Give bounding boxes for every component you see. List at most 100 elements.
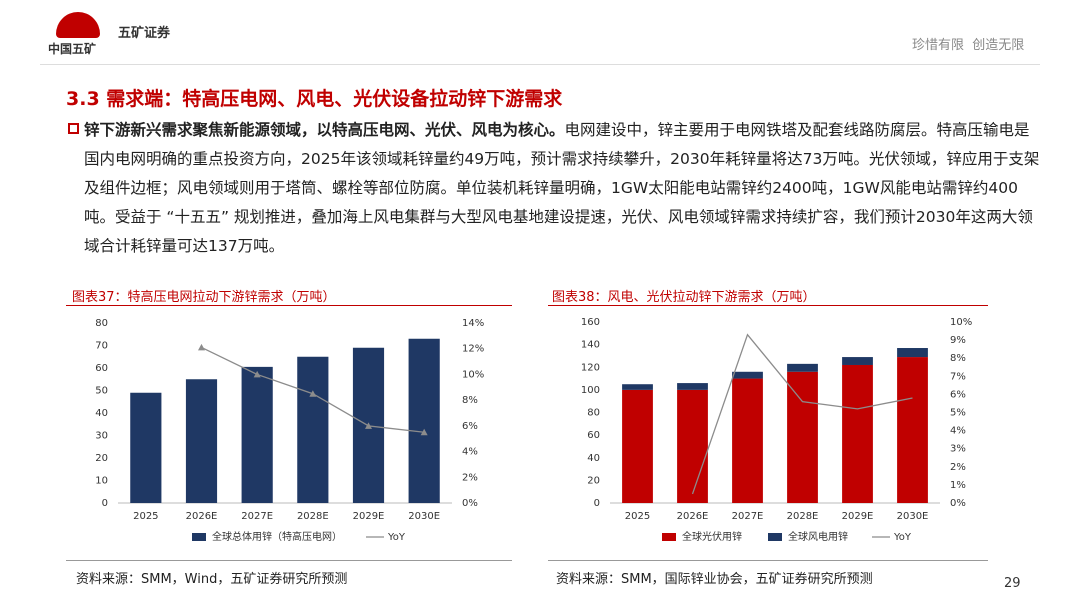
y2-tick-label: 9% — [950, 335, 966, 346]
x-tick-label: 2030E — [408, 511, 440, 522]
yoy-marker — [309, 390, 317, 397]
y2-tick-label: 1% — [950, 480, 966, 491]
legend-label: 全球光伏用锌 — [682, 530, 742, 543]
bar — [241, 366, 273, 503]
bar — [185, 379, 218, 503]
x-tick-label: 2028E — [787, 511, 819, 522]
y-tick-label: 0 — [594, 498, 600, 509]
source-rule — [66, 560, 512, 561]
source-rule — [548, 560, 988, 561]
x-tick-label: 2026E — [186, 511, 218, 522]
y2-tick-label: 4% — [950, 426, 966, 437]
x-tick-label: 2028E — [297, 511, 329, 522]
yoy-marker — [420, 428, 428, 436]
bar — [408, 338, 440, 503]
legend-swatch — [192, 533, 206, 541]
source: 资料来源：SMM，Wind，五矿证券研究所预测 — [76, 572, 348, 587]
x-tick-label: 2027E — [241, 511, 273, 522]
y2-tick-label: 3% — [950, 444, 966, 455]
y-tick-label: 160 — [581, 317, 600, 328]
y-tick-label: 100 — [581, 385, 600, 396]
chart-title: 图表37：特高压电网拉动下游锌需求（万吨） — [72, 290, 336, 305]
y-tick-label: 80 — [587, 408, 600, 419]
x-tick-label: 2026E — [677, 511, 709, 522]
brand: 五矿证券 — [118, 26, 171, 41]
y2-tick-label: 2% — [462, 472, 478, 483]
lead: 锌下游新兴需求聚焦新能源领域，以特高压电网、光伏、风电为核心。 — [84, 121, 565, 139]
bar — [677, 389, 708, 503]
bar — [787, 371, 818, 503]
y2-tick-label: 8% — [462, 395, 478, 406]
tagline: 珍惜有限 创造无限 — [912, 38, 1025, 53]
bar — [622, 384, 653, 390]
y2-tick-label: 10% — [950, 317, 972, 328]
y-tick-label: 50 — [95, 386, 108, 397]
y2-tick-label: 7% — [950, 371, 966, 382]
x-tick-label: 2029E — [353, 511, 385, 522]
bar — [897, 348, 928, 358]
yoy-marker — [198, 343, 205, 351]
chart-title: 图表38：风电、光伏拉动锌下游需求（万吨） — [552, 290, 816, 305]
x-tick-label: 2029E — [842, 511, 874, 522]
y-tick-label: 40 — [587, 453, 600, 464]
y-tick-label: 20 — [587, 475, 600, 486]
bar — [732, 378, 763, 503]
y2-tick-label: 8% — [950, 353, 966, 364]
y-tick-label: 30 — [95, 431, 108, 442]
bullet — [68, 123, 79, 134]
y-tick-label: 60 — [587, 430, 600, 441]
divider — [40, 64, 1040, 65]
yoy-marker — [253, 370, 261, 378]
y2-tick-label: 0% — [462, 498, 478, 509]
legend-label: 全球总体用锌（特高压电网） — [212, 530, 342, 543]
y2-tick-label: 4% — [462, 447, 478, 458]
x-tick-label: 2025 — [625, 511, 650, 522]
legend-label: YoY — [893, 532, 912, 543]
x-tick-label: 2030E — [897, 511, 929, 522]
legend-swatch — [768, 533, 782, 541]
legend-label: 全球风电用锌 — [788, 530, 848, 543]
bar — [842, 364, 873, 503]
y-tick-label: 70 — [95, 341, 108, 352]
bar — [677, 383, 708, 390]
source: 资料来源：SMM，国际锌业协会，五矿证券研究所预测 — [556, 572, 873, 587]
paragraph: 锌下游新兴需求聚焦新能源领域，以特高压电网、光伏、风电为核心。电网建设中，锌主要… — [84, 116, 1044, 261]
y2-tick-label: 6% — [462, 421, 478, 432]
section-title: 3.3 需求端：特高压电网、风电、光伏设备拉动锌下游需求 — [66, 88, 563, 110]
y-tick-label: 10 — [95, 476, 108, 487]
y2-tick-label: 6% — [950, 389, 966, 400]
y-tick-label: 0 — [102, 498, 108, 509]
title-rule — [66, 305, 512, 306]
y2-tick-label: 5% — [950, 408, 966, 419]
bar — [787, 363, 818, 372]
bar — [297, 356, 329, 503]
logo-text: 中国五矿 — [48, 42, 97, 56]
body: 电网建设中，锌主要用于电网铁塔及配套线路防腐层。特高压输电是国内电网明确的重点投… — [84, 121, 1040, 255]
title-rule — [548, 305, 988, 306]
y-tick-label: 40 — [95, 408, 108, 419]
bar — [130, 392, 162, 503]
bar — [842, 357, 873, 365]
y-tick-label: 120 — [581, 362, 600, 373]
legend-swatch — [662, 533, 676, 541]
yoy-marker — [365, 422, 372, 429]
x-tick-label: 2027E — [732, 511, 764, 522]
page-number: 29 — [1004, 576, 1021, 591]
y2-tick-label: 14% — [462, 318, 484, 329]
y-tick-label: 20 — [95, 453, 108, 464]
yoy-line — [691, 333, 913, 495]
y2-tick-label: 12% — [462, 344, 484, 355]
bar — [732, 371, 763, 379]
y-tick-label: 140 — [581, 340, 600, 351]
bar — [897, 357, 928, 503]
y-tick-label: 80 — [95, 318, 108, 329]
bar — [622, 389, 653, 503]
y2-tick-label: 2% — [950, 462, 966, 473]
legend-label: YoY — [387, 532, 406, 543]
x-tick-label: 2025 — [133, 511, 158, 522]
y2-tick-label: 10% — [462, 369, 484, 380]
y-tick-label: 60 — [95, 363, 108, 374]
y2-tick-label: 0% — [950, 498, 966, 509]
